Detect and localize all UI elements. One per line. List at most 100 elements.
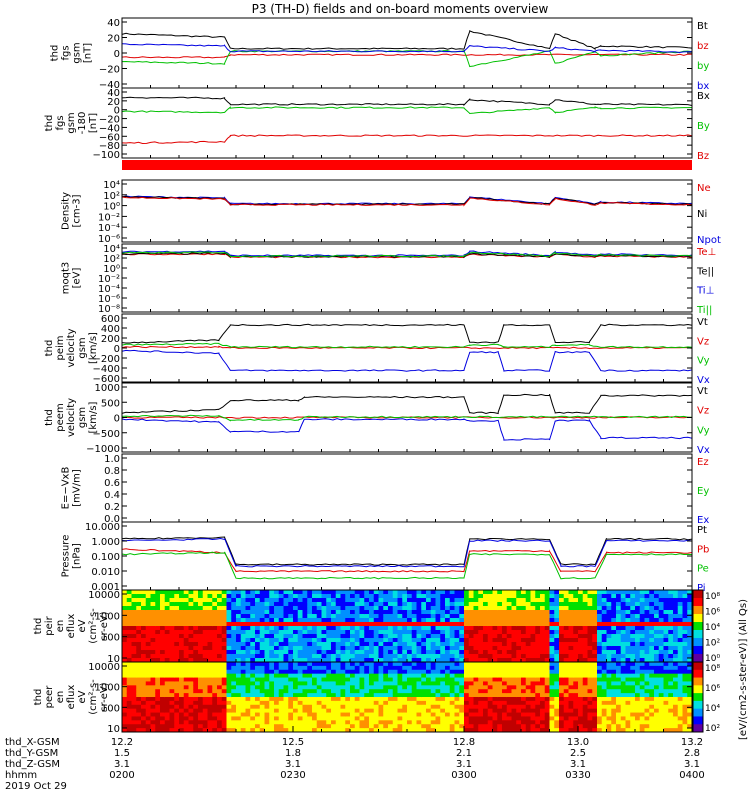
series-Vz: [121, 345, 693, 350]
y-axis-label-line: [eV]: [72, 268, 83, 289]
y-axis-label-line: fgs: [55, 115, 66, 130]
colorbar-tick-label: 10⁴: [705, 704, 720, 714]
y-tick-label: 0: [114, 49, 120, 60]
series-Vt: [121, 393, 693, 415]
y-tick-label: −80: [99, 141, 120, 152]
y-axis-label-line: en: [55, 691, 66, 704]
y-tick-label: 10⁴: [103, 180, 120, 191]
status-bar: [122, 160, 692, 170]
y-axis-label-line: [nT]: [83, 43, 94, 63]
series-line: [121, 418, 693, 441]
y-axis-label: thd peer en eflux eV (cm²-s-sr-eV): [33, 679, 110, 715]
y-tick-label: 0.100: [91, 552, 120, 563]
y-tick-label: −60: [99, 132, 120, 143]
legend-entry: Te⊥: [696, 247, 716, 258]
x-tick-label: 0300: [451, 770, 476, 781]
x-tick-label: 1.8: [285, 748, 301, 759]
y-axis-label-line: [km/s]: [88, 332, 99, 364]
x-axis: thd_X-GSM 12.2 12.5 12.8 13.0 13.2 thd_Y-GSM 1.…: [5, 726, 705, 792]
y-axis-label-line: E=−VxB: [61, 467, 72, 510]
x-axis-row-label: hhmm: [5, 770, 37, 781]
y-axis-label-line: velocity: [66, 328, 77, 367]
colorbar-tick-label: 10⁸: [705, 664, 720, 674]
legend-entry: Ez: [697, 457, 709, 468]
colorbar-tick-label: 10²: [705, 639, 720, 649]
x-axis-row-label: thd_Z-GSM: [5, 759, 60, 770]
legend-entry: Pt: [697, 525, 707, 536]
y-tick-label: −100: [93, 150, 120, 161]
series-line: [121, 49, 693, 68]
series-Ne: [121, 196, 693, 207]
x-tick-label: 12.8: [453, 737, 475, 748]
colorbar: 10⁸ 10⁶ 10⁴ 10² 10⁰: [692, 589, 720, 664]
y-axis-label: moqt3 [eV]: [61, 262, 83, 295]
y-tick-label: 0.4: [104, 490, 120, 501]
y-axis-label-line: peim: [55, 335, 66, 360]
y-axis-label-line: gsm: [77, 407, 88, 428]
series-Pi: [121, 537, 693, 568]
y-tick-label: 10: [107, 654, 120, 665]
y-axis-label-line: thd: [44, 115, 55, 132]
spectrogram: [122, 590, 693, 663]
x-axis-row-label: thd_Y-GSM: [5, 748, 58, 759]
legend-entry: Vt: [697, 317, 708, 328]
y-axis-label-line: [nT]: [88, 113, 99, 133]
y-tick-label: 10⁻⁶: [98, 294, 120, 305]
y-tick-label: 10⁻⁶: [98, 234, 120, 245]
legend-entry: by: [697, 61, 709, 72]
y-axis-label-line: moqt3: [61, 262, 72, 295]
y-tick-label: 10.000: [85, 522, 120, 533]
y-axis-label-line: thd: [50, 45, 61, 62]
legend-entry: Vy: [697, 356, 710, 367]
series-Vx: [121, 349, 693, 372]
y-tick-label: 10⁻⁴: [98, 223, 120, 234]
y-tick-label: 100: [101, 633, 120, 644]
y-axis-label-line: peir: [44, 615, 55, 635]
y-axis-label-line: peer: [44, 685, 55, 709]
y-tick-label: −20: [99, 115, 120, 126]
legend-entry: By: [697, 121, 710, 132]
x-tick-label: 13.0: [567, 737, 589, 748]
panel-frame: [121, 453, 693, 523]
y-tick-label: 10⁴: [103, 244, 120, 255]
series-Vt: [121, 323, 693, 344]
series-Ti⊥: [121, 250, 693, 258]
series-Vx: [121, 418, 693, 441]
colorbar: 10⁸ 10⁶ 10⁴ 10²: [692, 661, 720, 734]
y-axis-label-line: eV: [77, 690, 88, 703]
legend-entry: Ti||: [696, 305, 712, 316]
y-tick-label: 10000: [88, 590, 120, 601]
y-axis-label: Density [cm-3]: [61, 192, 83, 230]
series-line: [121, 106, 693, 115]
series-Te⊥: [121, 252, 693, 259]
legend-entry: Bt: [697, 21, 708, 32]
legend-entry: Vx: [697, 375, 710, 386]
colorbar-tick-label: 10⁶: [705, 608, 720, 618]
series-line: [121, 414, 692, 422]
y-tick-label: 0: [114, 106, 120, 117]
colorbar-tick-label: 10⁴: [705, 623, 720, 633]
y-tick-label: 10²: [103, 191, 120, 202]
series-Pt: [121, 536, 693, 566]
y-axis-label-line: thd: [33, 689, 44, 706]
colorbar-tick-label: 10⁶: [705, 684, 720, 694]
y-tick-label: 10⁰: [103, 202, 120, 213]
panel-frame: [121, 17, 693, 89]
x-axis-row-label: thd_X-GSM: [5, 737, 60, 748]
x-tick-label: 12.2: [111, 737, 133, 748]
series-line: [121, 551, 693, 580]
x-tick-label: 13.2: [681, 737, 703, 748]
y-tick-label: 0: [114, 344, 120, 355]
y-tick-label: 40: [107, 88, 120, 99]
series-by: [121, 49, 693, 68]
legend-entry: Ey: [697, 486, 709, 497]
series-bx: [121, 43, 693, 54]
legend-entry: Pi: [697, 583, 706, 594]
series-Pe: [121, 551, 693, 580]
y-tick-label: 40: [107, 18, 120, 29]
y-axis-label-line: eflux: [66, 614, 77, 639]
series-line: [121, 536, 693, 566]
